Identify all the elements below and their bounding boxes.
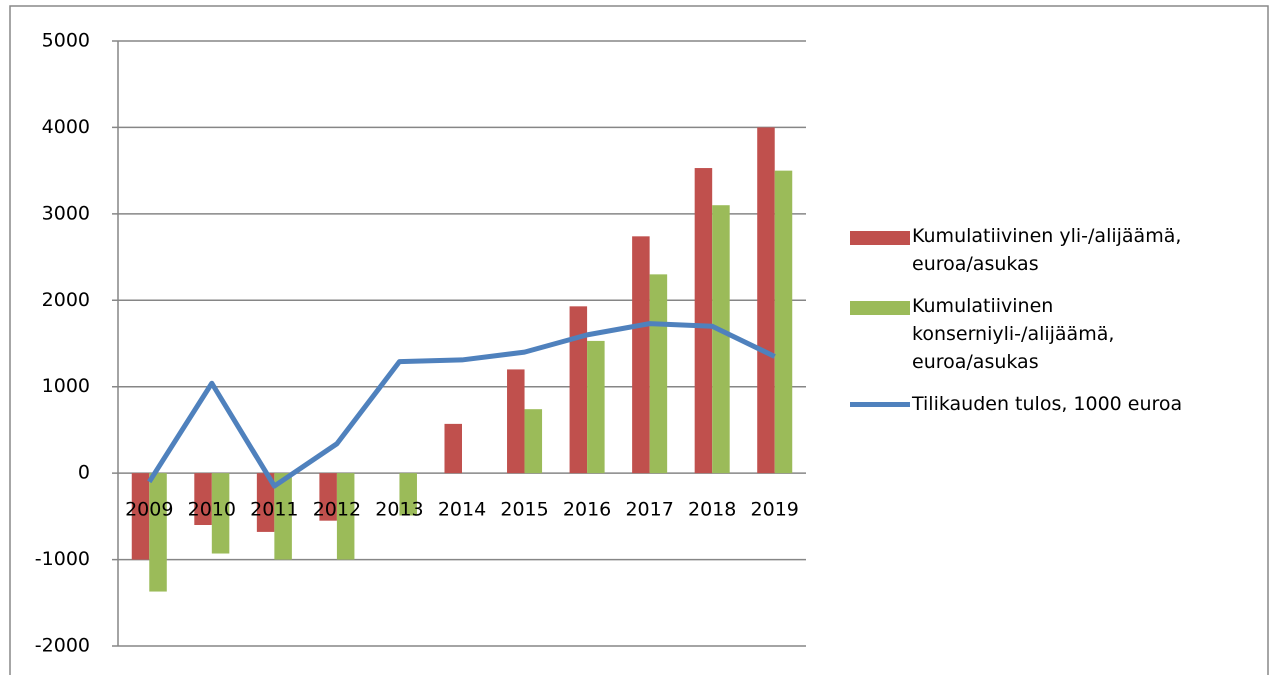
legend-swatch [850,231,910,245]
x-tick-label: 2013 [375,499,423,521]
bar [694,168,713,474]
chart-frame [9,5,1269,675]
bar [336,473,355,560]
bar [274,473,292,560]
x-tick-label: 2017 [625,499,673,521]
legend: Kumulatiivinen yli-/alijäämä, euroa/asuk… [850,222,1250,432]
x-tick-label: 2019 [751,499,799,521]
bar [211,473,230,554]
legend-swatch [850,301,910,315]
x-tick-label: 2011 [250,499,298,521]
legend-label: Kumulatiivinen konserniyli-/alijäämä, eu… [912,295,1115,373]
line [147,321,776,489]
y-tick-label: 1000 [42,375,90,397]
bar [632,236,650,474]
bar [507,369,525,474]
bar [649,274,668,474]
y-tick-label: 0 [78,462,90,484]
bar [524,409,543,474]
bar [194,473,212,525]
bar [149,473,167,592]
legend-item: Tilikauden tulos, 1000 euroa [850,390,1250,418]
y-tick-label: 2000 [42,289,90,311]
bar [399,473,417,516]
y-tick-label: 5000 [42,30,90,52]
bar [131,473,150,560]
bar [319,473,337,521]
x-tick-label: 2010 [188,499,236,521]
bar [757,127,775,474]
bar [587,340,605,474]
bar [712,205,730,474]
legend-label: Tilikauden tulos, 1000 euroa [912,393,1183,415]
legend-item: Kumulatiivinen konserniyli-/alijäämä, eu… [850,292,1250,376]
x-tick-label: 2018 [688,499,736,521]
y-tick-label: -2000 [35,635,90,657]
x-tick-label: 2014 [438,499,486,521]
y-tick-label: 3000 [42,202,90,224]
legend-label: Kumulatiivinen yli-/alijäämä, euroa/asuk… [912,225,1182,275]
y-tick-label: 4000 [42,116,90,138]
x-tick-label: 2016 [563,499,611,521]
x-tick-label: 2015 [500,499,548,521]
bar [569,306,588,474]
legend-swatch [850,402,910,407]
legend-item: Kumulatiivinen yli-/alijäämä, euroa/asuk… [850,222,1250,278]
bar [774,170,793,474]
bar [444,423,462,474]
x-tick-label: 2009 [125,499,173,521]
bar [256,473,275,532]
y-tick-label: -1000 [35,548,90,570]
x-tick-label: 2012 [313,499,361,521]
